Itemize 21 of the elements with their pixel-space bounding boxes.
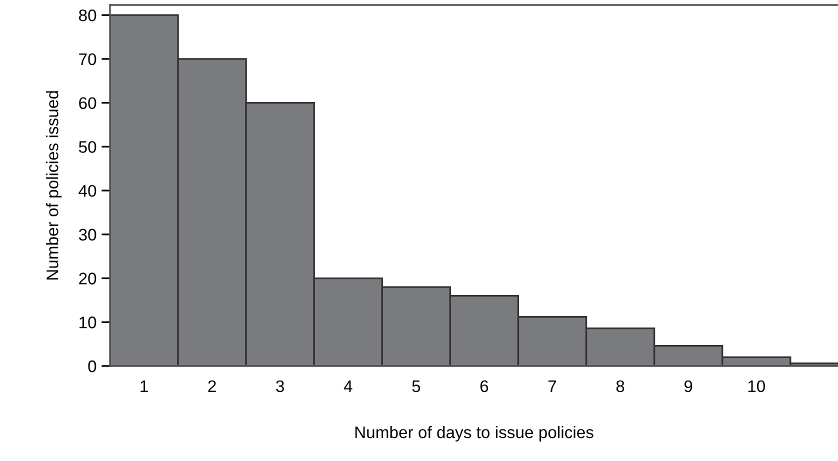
- x-tick-label: 9: [684, 380, 692, 392]
- x-tick-label: 4: [344, 380, 352, 392]
- y-tick-label: 0: [88, 360, 96, 372]
- y-tick-label: 40: [78, 184, 96, 197]
- y-tick-label: 30: [78, 228, 96, 241]
- x-tick-label: 10: [748, 380, 765, 392]
- x-tick-label: 2: [208, 380, 216, 392]
- x-axis-title: Number of days to issue policies: [355, 426, 594, 442]
- x-tick-label: 5: [412, 380, 420, 392]
- y-axis-title: Number of policies issued: [46, 91, 62, 280]
- x-tick-label: 1: [140, 380, 148, 392]
- y-tick-label: 50: [78, 141, 96, 153]
- y-tick-label: 70: [79, 53, 96, 66]
- x-tick-label: 6: [480, 380, 488, 392]
- y-tick-label: 80: [78, 9, 96, 22]
- x-tick-label: 7: [548, 380, 556, 392]
- x-tick-label: 8: [616, 380, 624, 392]
- y-tick-label: 10: [80, 316, 96, 328]
- y-tick-label: 20: [79, 272, 96, 284]
- y-tick-label: 60: [79, 97, 96, 110]
- x-tick-label: 3: [276, 380, 284, 392]
